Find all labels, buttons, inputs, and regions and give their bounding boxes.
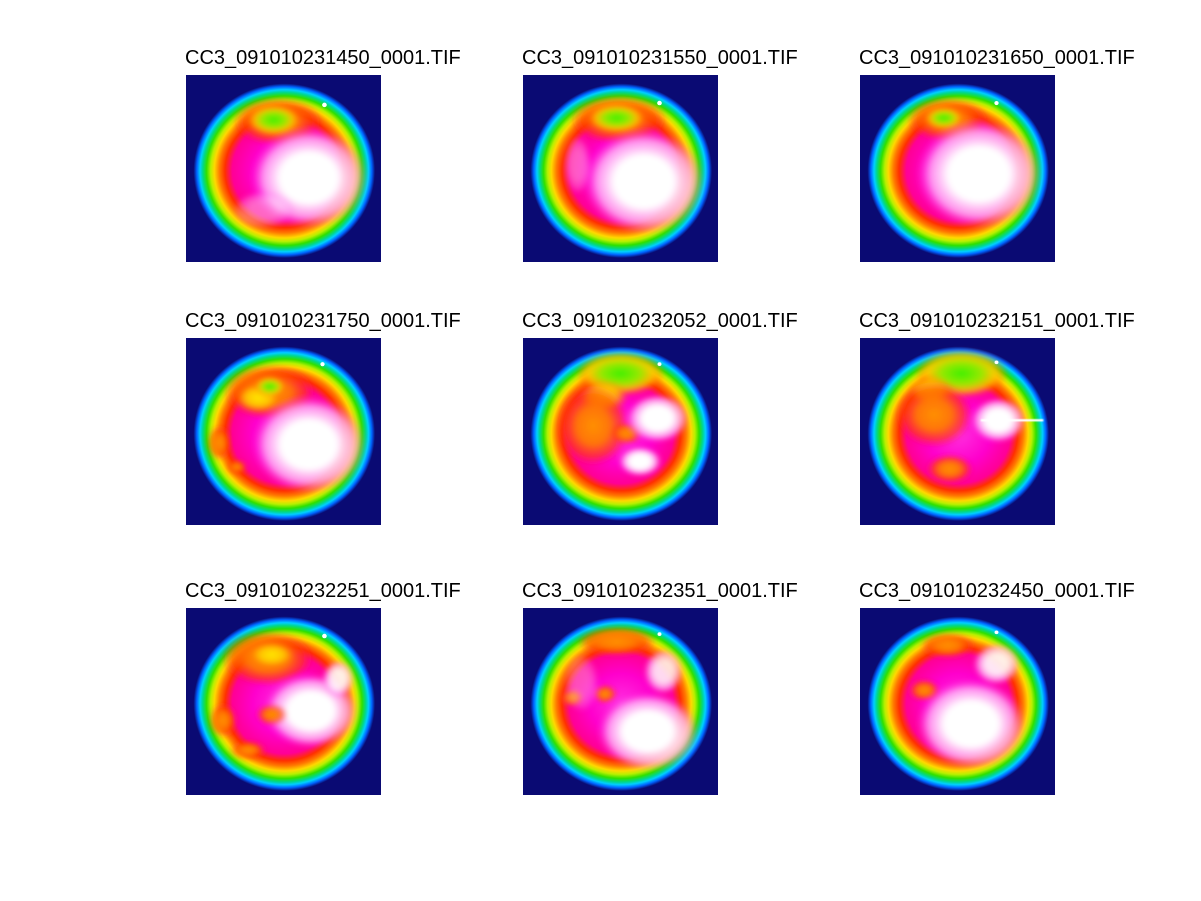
subplot-panel: CC3_091010231550_0001.TIF [522,47,798,262]
panel-title: CC3_091010232251_0001.TIF [185,580,461,602]
thermal-image [523,75,718,262]
panel-title: CC3_091010231750_0001.TIF [185,310,461,332]
thermal-image [186,608,381,795]
subplot-panel: CC3_091010231650_0001.TIF [859,47,1135,262]
panel-title: CC3_091010231650_0001.TIF [859,47,1135,69]
panel-title: CC3_091010232450_0001.TIF [859,580,1135,602]
subplot-panel: CC3_091010232052_0001.TIF [522,310,798,525]
panel-title: CC3_091010231550_0001.TIF [522,47,798,69]
thermal-image [860,608,1055,795]
thermal-image [186,338,381,525]
subplot-panel: CC3_091010232151_0001.TIF [859,310,1135,525]
subplot-panel: CC3_091010231450_0001.TIF [185,47,461,262]
thermal-image [523,608,718,795]
panel-title: CC3_091010232151_0001.TIF [859,310,1135,332]
thermal-image [860,338,1055,525]
thermal-image [186,75,381,262]
subplot-panel: CC3_091010232251_0001.TIF [185,580,461,795]
subplot-panel: CC3_091010232450_0001.TIF [859,580,1135,795]
panel-title: CC3_091010232052_0001.TIF [522,310,798,332]
subplot-panel: CC3_091010231750_0001.TIF [185,310,461,525]
thermal-image [523,338,718,525]
panel-title: CC3_091010232351_0001.TIF [522,580,798,602]
panel-title: CC3_091010231450_0001.TIF [185,47,461,69]
subplot-panel: CC3_091010232351_0001.TIF [522,580,798,795]
thermal-image [860,75,1055,262]
